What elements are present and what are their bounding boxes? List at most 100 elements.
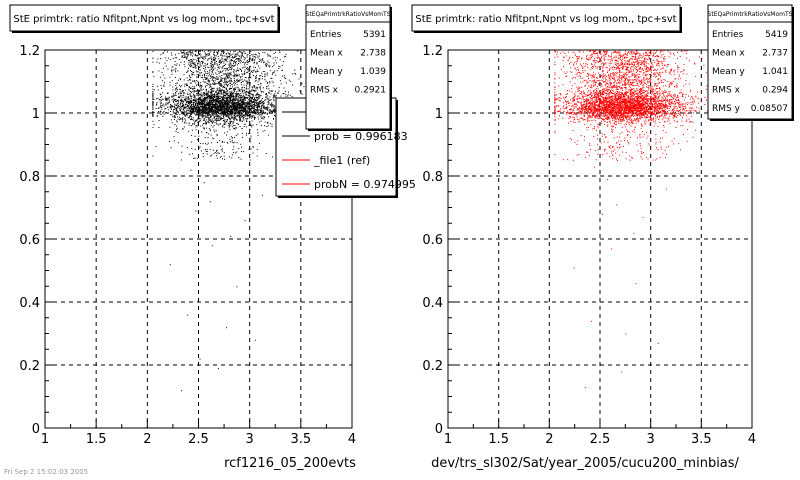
data-point bbox=[234, 111, 236, 113]
data-point bbox=[254, 109, 256, 111]
data-point bbox=[218, 93, 220, 95]
data-point bbox=[182, 103, 184, 105]
data-point bbox=[249, 82, 251, 84]
data-point bbox=[210, 50, 212, 52]
data-point bbox=[211, 77, 213, 79]
data-point bbox=[251, 86, 253, 88]
data-point bbox=[261, 75, 263, 77]
data-point bbox=[629, 100, 631, 102]
data-point bbox=[258, 102, 260, 104]
data-point bbox=[259, 112, 261, 114]
data-point bbox=[223, 85, 225, 87]
data-point bbox=[226, 100, 228, 102]
data-point bbox=[170, 111, 171, 112]
data-point bbox=[631, 99, 633, 101]
data-point bbox=[251, 97, 253, 99]
data-point bbox=[227, 113, 229, 115]
data-point bbox=[616, 124, 617, 126]
data-point bbox=[635, 68, 637, 70]
data-point bbox=[258, 98, 260, 100]
data-point bbox=[220, 102, 222, 104]
data-point bbox=[240, 143, 242, 145]
data-point bbox=[229, 124, 230, 126]
data-point bbox=[200, 50, 201, 52]
data-point bbox=[184, 115, 186, 117]
data-point bbox=[162, 115, 164, 117]
data-point bbox=[219, 97, 221, 99]
data-point bbox=[217, 52, 219, 54]
data-point bbox=[200, 85, 202, 87]
data-point bbox=[242, 99, 244, 101]
data-point bbox=[689, 98, 691, 100]
data-point bbox=[239, 90, 241, 92]
data-point bbox=[160, 106, 162, 107]
data-point bbox=[263, 116, 265, 118]
data-point bbox=[192, 99, 194, 101]
data-point bbox=[223, 52, 225, 54]
data-point bbox=[228, 112, 230, 114]
data-point bbox=[193, 107, 195, 109]
data-point bbox=[180, 91, 182, 93]
data-point bbox=[221, 85, 223, 86]
data-point bbox=[240, 79, 242, 81]
data-point bbox=[620, 56, 622, 57]
data-point bbox=[275, 51, 276, 53]
data-point bbox=[587, 110, 589, 112]
data-point bbox=[168, 106, 170, 108]
data-point bbox=[630, 122, 632, 124]
data-point bbox=[257, 105, 259, 107]
data-point bbox=[257, 94, 259, 96]
data-point bbox=[243, 59, 245, 61]
data-point bbox=[234, 60, 235, 62]
data-point bbox=[231, 117, 233, 119]
data-point bbox=[227, 104, 229, 105]
data-point bbox=[201, 94, 203, 96]
data-point bbox=[268, 98, 270, 100]
data-point bbox=[244, 107, 245, 109]
data-point bbox=[221, 96, 223, 98]
data-point bbox=[228, 53, 230, 55]
data-point bbox=[265, 62, 267, 64]
data-point bbox=[232, 53, 234, 55]
data-point bbox=[216, 88, 218, 90]
data-point bbox=[177, 116, 178, 118]
data-point bbox=[209, 111, 211, 113]
data-point bbox=[205, 54, 207, 55]
data-point bbox=[176, 89, 178, 91]
data-point bbox=[239, 62, 241, 64]
data-point bbox=[180, 50, 182, 52]
data-point bbox=[175, 130, 177, 132]
data-point bbox=[195, 108, 197, 110]
data-point bbox=[565, 55, 567, 57]
data-point bbox=[217, 63, 218, 65]
data-point bbox=[267, 101, 269, 103]
data-point bbox=[173, 96, 175, 98]
data-point bbox=[217, 114, 219, 116]
data-point bbox=[260, 108, 262, 110]
data-point bbox=[249, 55, 251, 57]
data-point bbox=[226, 90, 228, 92]
data-point bbox=[216, 100, 218, 102]
data-point bbox=[205, 97, 207, 99]
data-point bbox=[217, 56, 219, 58]
data-point bbox=[218, 92, 220, 94]
data-point bbox=[161, 99, 163, 101]
data-point bbox=[223, 152, 225, 154]
data-point bbox=[273, 64, 275, 66]
data-point bbox=[217, 111, 219, 113]
data-point bbox=[267, 106, 269, 108]
data-point bbox=[209, 70, 211, 72]
data-point bbox=[652, 117, 654, 119]
data-point bbox=[278, 86, 280, 88]
data-point bbox=[284, 77, 286, 79]
data-point bbox=[190, 117, 192, 119]
data-point bbox=[184, 121, 186, 123]
data-point bbox=[227, 105, 229, 107]
data-point bbox=[258, 121, 260, 123]
data-point bbox=[274, 105, 276, 107]
data-point bbox=[675, 99, 677, 101]
data-point bbox=[183, 112, 185, 114]
data-point bbox=[196, 76, 198, 78]
data-point bbox=[172, 57, 174, 59]
data-point bbox=[246, 61, 248, 63]
